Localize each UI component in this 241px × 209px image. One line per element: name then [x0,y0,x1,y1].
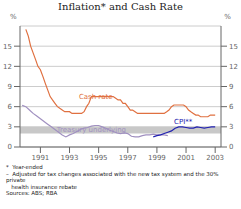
svg-text:1991: 1991 [31,154,49,161]
html-text:Inflation* and Cash Rate: Inflation* and Cash Rate [58,1,183,12]
svg-text:Cash rate: Cash rate [79,93,113,101]
svg-text:3: 3 [229,123,233,131]
svg-text:1993: 1993 [61,154,79,161]
svg-text:6: 6 [229,103,233,111]
svg-text:2001: 2001 [177,154,195,161]
svg-text:15: 15 [8,43,12,51]
svg-text:1995: 1995 [90,154,108,161]
svg-text:12: 12 [8,63,12,71]
html-text:* Year-ended – Adjusted for ta: * Year-ended – Adjusted for tax changes … [6,164,221,196]
svg-text:1997: 1997 [119,154,137,161]
svg-text:0: 0 [229,143,233,151]
svg-text:2003: 2003 [206,154,224,161]
svg-text:0: 0 [8,143,12,151]
svg-text:12: 12 [229,63,233,71]
svg-text:3: 3 [8,123,12,131]
svg-text:CPI**: CPI** [174,118,193,126]
svg-text:9: 9 [229,83,233,91]
svg-text:9: 9 [8,83,12,91]
svg-text:1999: 1999 [148,154,166,161]
svg-text:6: 6 [8,103,13,111]
svg-text:15: 15 [229,43,233,51]
svg-text:Treasury underlying: Treasury underlying [56,126,126,134]
